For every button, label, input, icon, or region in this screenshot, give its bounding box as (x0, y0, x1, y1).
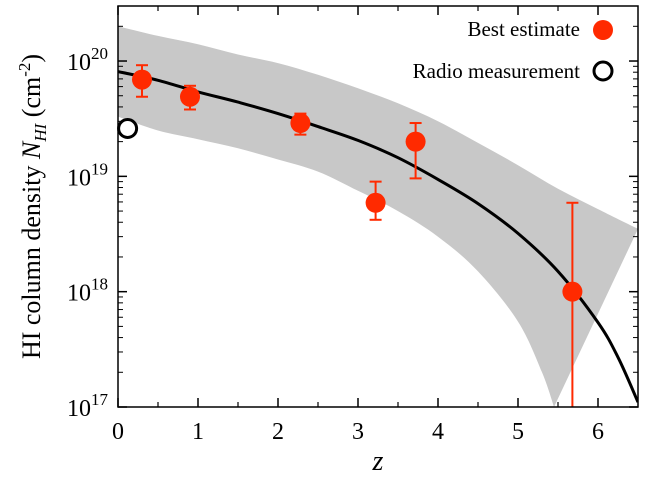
y-tick-label: 1020 (67, 44, 108, 76)
error-bar (566, 201, 579, 407)
data-point-best-estimate (405, 131, 426, 152)
legend-marker-radio-measurement (592, 60, 614, 82)
x-tick-label: 5 (512, 419, 524, 445)
confidence-band (118, 26, 638, 407)
data-point-best-estimate (562, 281, 583, 302)
data-point-best-estimate (365, 192, 386, 213)
plot-frame (117, 5, 639, 408)
y-tick-label: 1017 (67, 390, 109, 422)
fit-curve (118, 70, 638, 403)
x-tick-label: 6 (592, 419, 604, 445)
x-axis-title: z (372, 446, 384, 477)
y-axis-title: HI column density NHI (cm-2) (15, 54, 50, 359)
x-tick-label: 1 (192, 419, 204, 445)
x-tick-label: 3 (352, 419, 364, 445)
y-axis-title-unit-close: ) (17, 54, 46, 63)
data-point-best-estimate (132, 69, 152, 90)
y-tick-label: 1018 (67, 275, 108, 307)
y-axis-title-prefix: HI column density (17, 159, 46, 359)
data-point-best-estimate (290, 113, 311, 134)
legend: Best estimate Radio measurement (413, 17, 614, 83)
y-axis-title-subscript: HI (31, 122, 50, 142)
data-points (117, 64, 583, 407)
data-point-radio-measurement (117, 117, 139, 139)
legend-label-best-estimate: Best estimate (467, 17, 580, 41)
legend-label-radio-measurement: Radio measurement (413, 59, 581, 83)
y-axis-title-symbol: N (17, 140, 46, 160)
data-point-best-estimate (180, 86, 200, 107)
x-tick-label: 2 (272, 419, 284, 445)
x-tick-label: 0 (112, 419, 124, 445)
axis-ticks (117, 6, 638, 408)
y-tick-label: 1019 (67, 159, 108, 191)
plot-area (117, 26, 638, 407)
y-axis-title-unit: (cm (17, 77, 46, 124)
y-axis-title-unit-exponent: -2 (15, 63, 34, 77)
x-tick-label: 4 (432, 419, 444, 445)
legend-marker-best-estimate (593, 20, 613, 40)
